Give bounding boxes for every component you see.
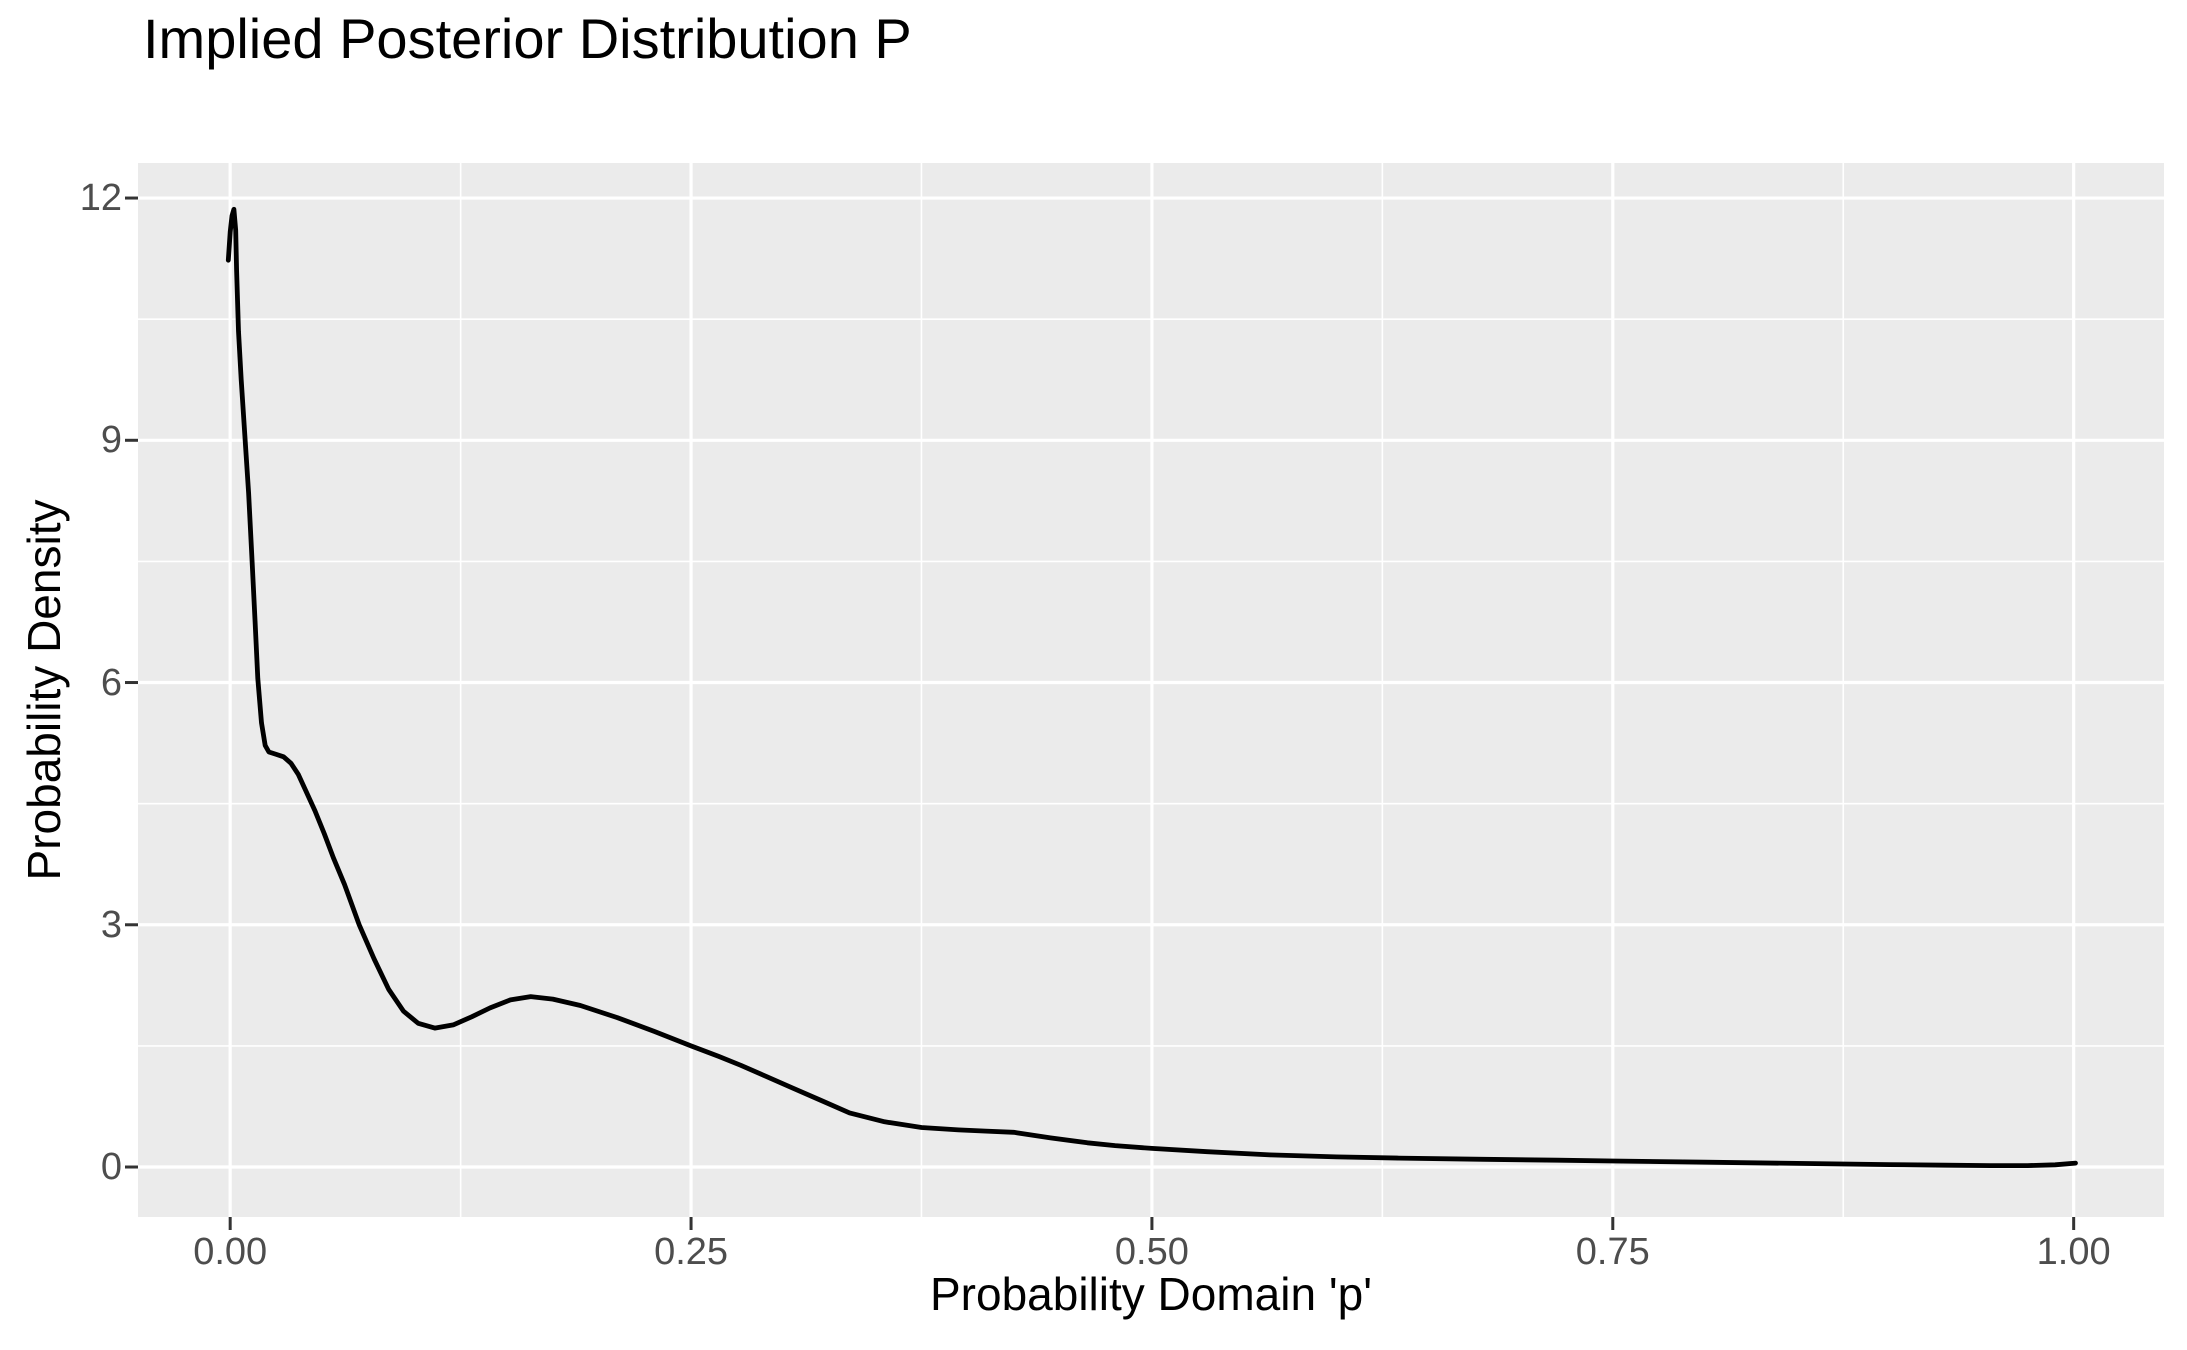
axis-ticks [125,196,2076,1230]
y-tick-label-0: 0 [100,1146,122,1189]
y-tick-label-12: 12 [79,177,122,220]
density-curve [225,206,2078,1168]
x-tick-label-0.50: 0.50 [1114,1231,1189,1273]
major-gridlines [138,163,2164,1217]
x-axis-title: Probability Domain 'p' [930,1268,1372,1320]
y-axis-title: Probability Density [18,499,70,881]
y-tick-label-9: 9 [100,419,122,462]
x-tick-label-0.25: 0.25 [654,1231,729,1273]
y-tick-label-6: 6 [100,661,122,704]
x-tick-label-0.75: 0.75 [1575,1231,1650,1273]
chart-title: Implied Posterior Distribution P [143,7,912,70]
y-tick-label-3: 3 [100,903,122,946]
x-tick-label-0.00: 0.00 [193,1231,268,1273]
x-tick-label-1.00: 1.00 [2036,1231,2111,1273]
